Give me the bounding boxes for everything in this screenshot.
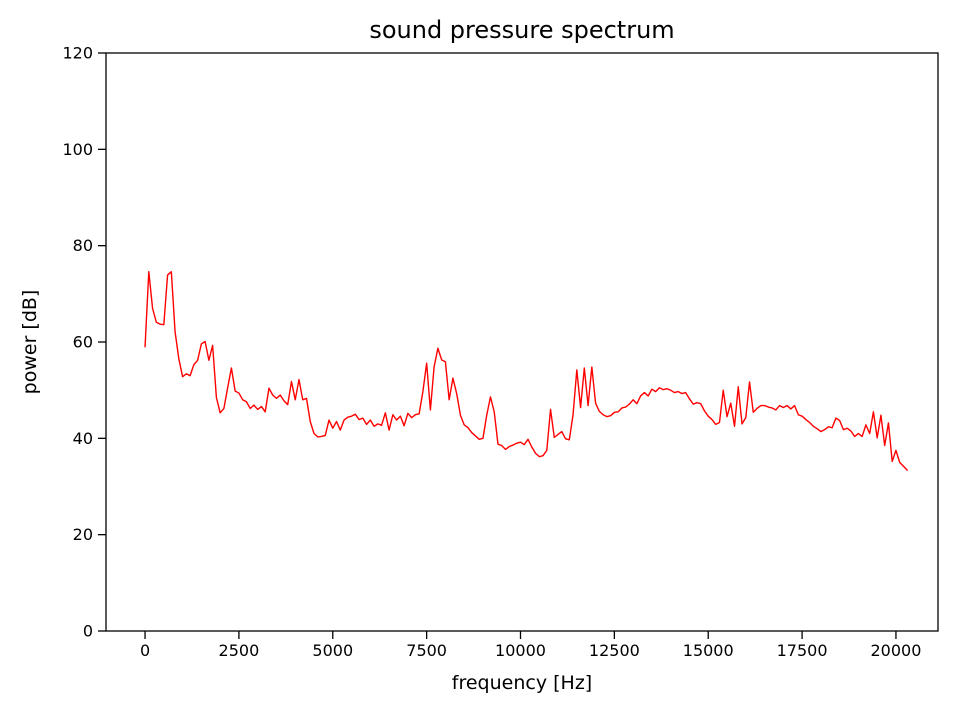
spectrum-line	[144, 270, 908, 471]
x-tick-label: 15000	[683, 641, 734, 660]
y-tick-label: 80	[73, 236, 93, 255]
x-tick-label: 10000	[495, 641, 546, 660]
y-axis: 0 20 40 60 80 100 120	[62, 44, 106, 641]
y-tick-label: 60	[73, 333, 93, 352]
x-axis-label: frequency [Hz]	[452, 672, 592, 694]
x-tick-label: 12500	[589, 641, 640, 660]
x-tick-label: 0	[140, 641, 150, 660]
y-axis-label: power [dB]	[19, 290, 41, 395]
chart-title: sound pressure spectrum	[369, 16, 674, 44]
y-tick-label: 0	[83, 622, 93, 641]
y-tick-label: 40	[73, 429, 93, 448]
x-tick-label: 17500	[777, 641, 828, 660]
y-tick-label: 20	[73, 525, 93, 544]
plot-area	[105, 52, 939, 632]
y-tick-label: 100	[62, 140, 93, 159]
y-tick-label: 120	[62, 44, 93, 63]
x-tick-label: 20000	[870, 641, 921, 660]
x-tick-label: 2500	[219, 641, 260, 660]
x-axis: 0 2500 5000 7500 10000 12500 15000 17500 20000	[140, 631, 921, 660]
x-tick-label: 5000	[312, 641, 353, 660]
x-tick-label: 7500	[406, 641, 447, 660]
